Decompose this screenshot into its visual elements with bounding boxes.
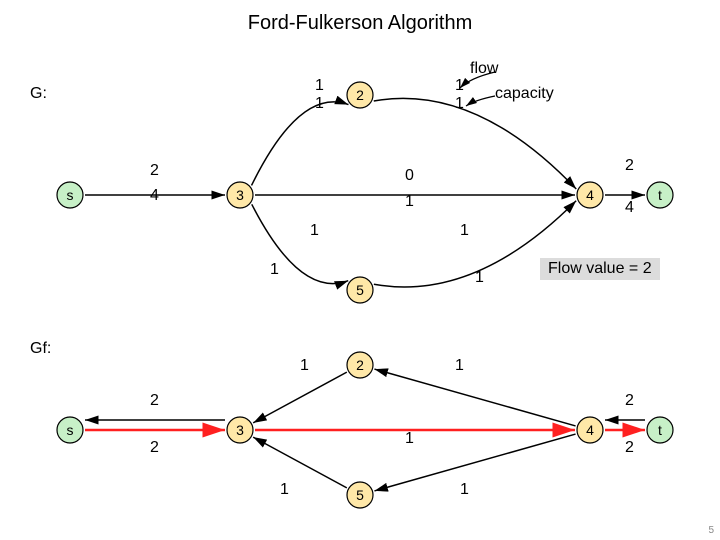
- svg-text:1: 1: [455, 95, 464, 112]
- svg-text:s: s: [67, 187, 74, 203]
- svg-text:1: 1: [270, 261, 279, 278]
- svg-text:3: 3: [236, 187, 244, 203]
- svg-text:1: 1: [280, 481, 289, 498]
- network-diagram: 24111101111124s2345t221111122s2345t: [0, 0, 720, 540]
- svg-text:1: 1: [455, 77, 464, 94]
- svg-text:2: 2: [625, 392, 634, 409]
- svg-text:1: 1: [310, 222, 319, 239]
- svg-text:4: 4: [150, 187, 159, 204]
- svg-text:4: 4: [586, 187, 594, 203]
- svg-text:s: s: [67, 422, 74, 438]
- svg-text:1: 1: [315, 95, 324, 112]
- svg-text:2: 2: [150, 392, 159, 409]
- svg-text:t: t: [658, 187, 662, 203]
- page-number: 5: [708, 525, 714, 536]
- svg-text:1: 1: [405, 430, 414, 447]
- svg-text:2: 2: [625, 439, 634, 456]
- svg-text:2: 2: [150, 162, 159, 179]
- svg-text:t: t: [658, 422, 662, 438]
- svg-text:4: 4: [586, 422, 594, 438]
- svg-text:4: 4: [625, 199, 634, 216]
- svg-text:0: 0: [405, 167, 414, 184]
- svg-text:1: 1: [455, 357, 464, 374]
- svg-text:3: 3: [236, 422, 244, 438]
- svg-text:5: 5: [356, 487, 364, 503]
- svg-text:1: 1: [315, 77, 324, 94]
- svg-text:2: 2: [356, 87, 364, 103]
- svg-text:5: 5: [356, 282, 364, 298]
- svg-text:1: 1: [300, 357, 309, 374]
- svg-text:1: 1: [460, 222, 469, 239]
- svg-text:1: 1: [460, 481, 469, 498]
- svg-text:1: 1: [405, 193, 414, 210]
- svg-text:2: 2: [150, 439, 159, 456]
- svg-text:2: 2: [625, 157, 634, 174]
- svg-text:1: 1: [475, 269, 484, 286]
- svg-text:2: 2: [356, 357, 364, 373]
